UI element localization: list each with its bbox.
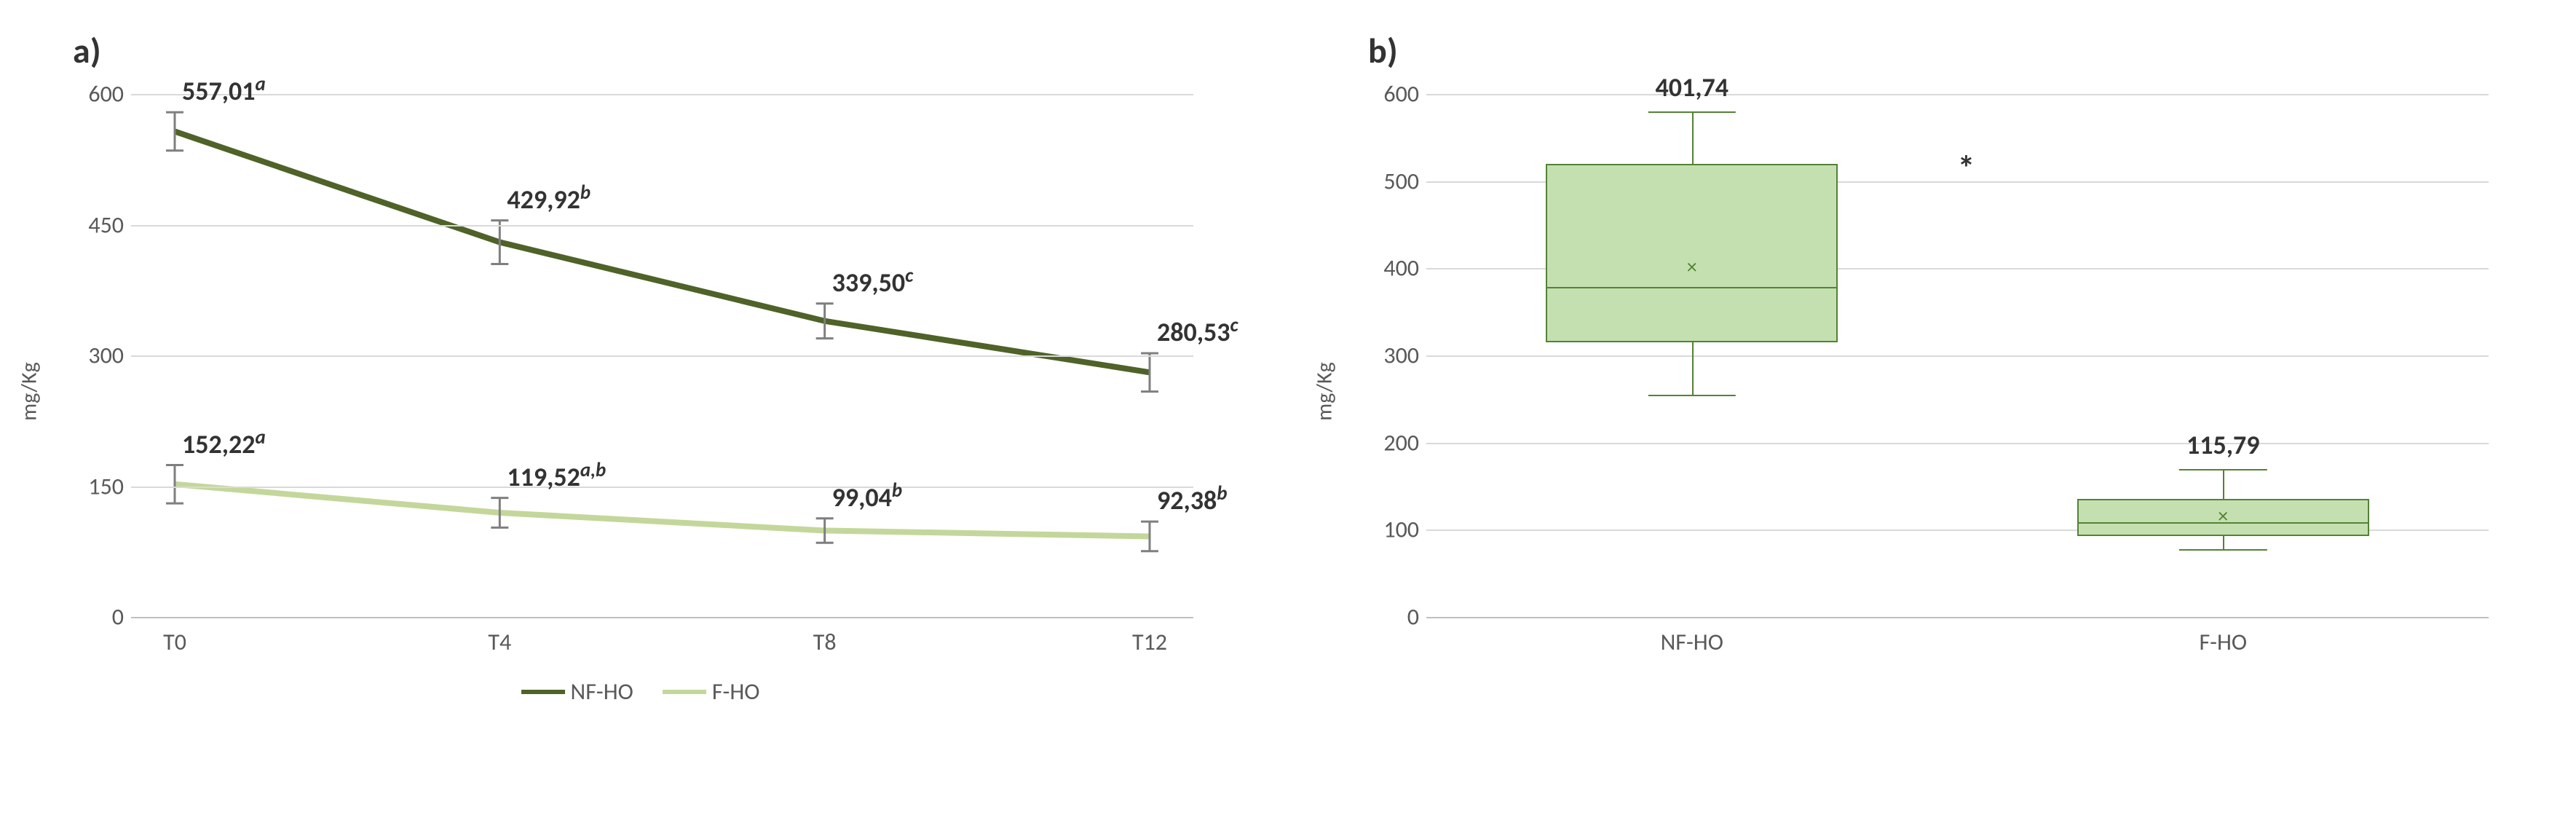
y-tick: 600 xyxy=(1383,80,1419,109)
panel-a-y-label: mg/Kg xyxy=(16,362,43,420)
whisker xyxy=(1692,342,1694,395)
mean-marker-icon: × xyxy=(1687,254,1697,280)
data-label: 429,92b xyxy=(507,181,590,216)
significance-marker: * xyxy=(1958,146,1975,189)
whisker-cap xyxy=(1648,395,1736,396)
whisker xyxy=(2223,536,2224,549)
whisker xyxy=(2223,469,2224,500)
legend-item: F-HO xyxy=(663,677,760,706)
median-line xyxy=(1547,287,1836,288)
chart-container: a) mg/Kg 0150300450600T0T4T8T12557,01a42… xyxy=(15,15,2561,800)
panel-a-title: a) xyxy=(73,29,1237,72)
legend-item: NF-HO xyxy=(521,677,633,706)
data-label: 119,52a,b xyxy=(507,458,606,493)
panel-a-legend: NF-HO F-HO xyxy=(521,677,760,706)
y-tick: 500 xyxy=(1383,167,1419,195)
panel-b-plot: 0100200300400500600NF-HOF-HO×401,74×115,… xyxy=(1426,94,2489,618)
y-tick: 0 xyxy=(1407,603,1419,631)
legend-label: F-HO xyxy=(712,677,760,706)
whisker-cap xyxy=(2179,549,2267,551)
x-tick: T0 xyxy=(163,628,186,656)
panel-b-title: b) xyxy=(1368,29,2532,72)
y-tick: 0 xyxy=(112,603,124,631)
legend-line xyxy=(521,690,565,694)
data-label: 99,04b xyxy=(832,479,903,513)
data-label: 557,01a xyxy=(182,72,266,107)
gridline xyxy=(1426,94,2489,95)
y-tick: 100 xyxy=(1383,516,1419,544)
y-tick: 400 xyxy=(1383,254,1419,283)
panel-a-plot: 0150300450600T0T4T8T12557,01a429,92b339,… xyxy=(131,94,1193,618)
data-label: 280,53c xyxy=(1157,313,1238,348)
x-tick: T8 xyxy=(813,628,837,656)
data-label: 92,38b xyxy=(1157,481,1228,516)
x-tick: T4 xyxy=(488,628,511,656)
panel-b-y-label: mg/Kg xyxy=(1311,362,1338,420)
y-tick: 300 xyxy=(1383,342,1419,370)
gridline xyxy=(131,94,1193,95)
data-label: 152,22a xyxy=(182,425,266,460)
y-tick: 200 xyxy=(1383,428,1419,457)
whisker-cap xyxy=(2179,469,2267,471)
legend-line xyxy=(663,690,706,694)
mean-marker-icon: × xyxy=(2218,503,2228,529)
y-tick: 300 xyxy=(88,342,124,370)
series-line xyxy=(175,484,1150,537)
y-tick: 600 xyxy=(88,80,124,109)
gridline xyxy=(1426,443,2489,444)
box-label: 115,79 xyxy=(2186,429,2260,461)
gridline xyxy=(131,225,1193,227)
data-label: 339,50c xyxy=(832,264,914,299)
panel-a: a) mg/Kg 0150300450600T0T4T8T12557,01a42… xyxy=(15,15,1266,800)
gridline xyxy=(131,355,1193,357)
panel-b: b) mg/Kg 0100200300400500600NF-HOF-HO×40… xyxy=(1310,15,2561,800)
x-tick: T12 xyxy=(1132,628,1167,656)
legend-label: NF-HO xyxy=(571,677,633,706)
gridline xyxy=(1426,355,2489,357)
box-label: 401,74 xyxy=(1655,71,1728,103)
whisker-cap xyxy=(1648,111,1736,113)
y-tick: 450 xyxy=(88,210,124,239)
x-tick: F-HO xyxy=(2199,628,2247,656)
gridline xyxy=(131,487,1193,488)
x-tick: NF-HO xyxy=(1661,628,1723,656)
y-tick: 150 xyxy=(88,472,124,500)
box xyxy=(1546,164,1838,342)
panel-b-chart: mg/Kg 0100200300400500600NF-HOF-HO×401,7… xyxy=(1339,79,2532,677)
series-line xyxy=(175,131,1150,372)
panel-a-chart: mg/Kg 0150300450600T0T4T8T12557,01a429,9… xyxy=(44,79,1237,677)
whisker xyxy=(1692,111,1694,164)
